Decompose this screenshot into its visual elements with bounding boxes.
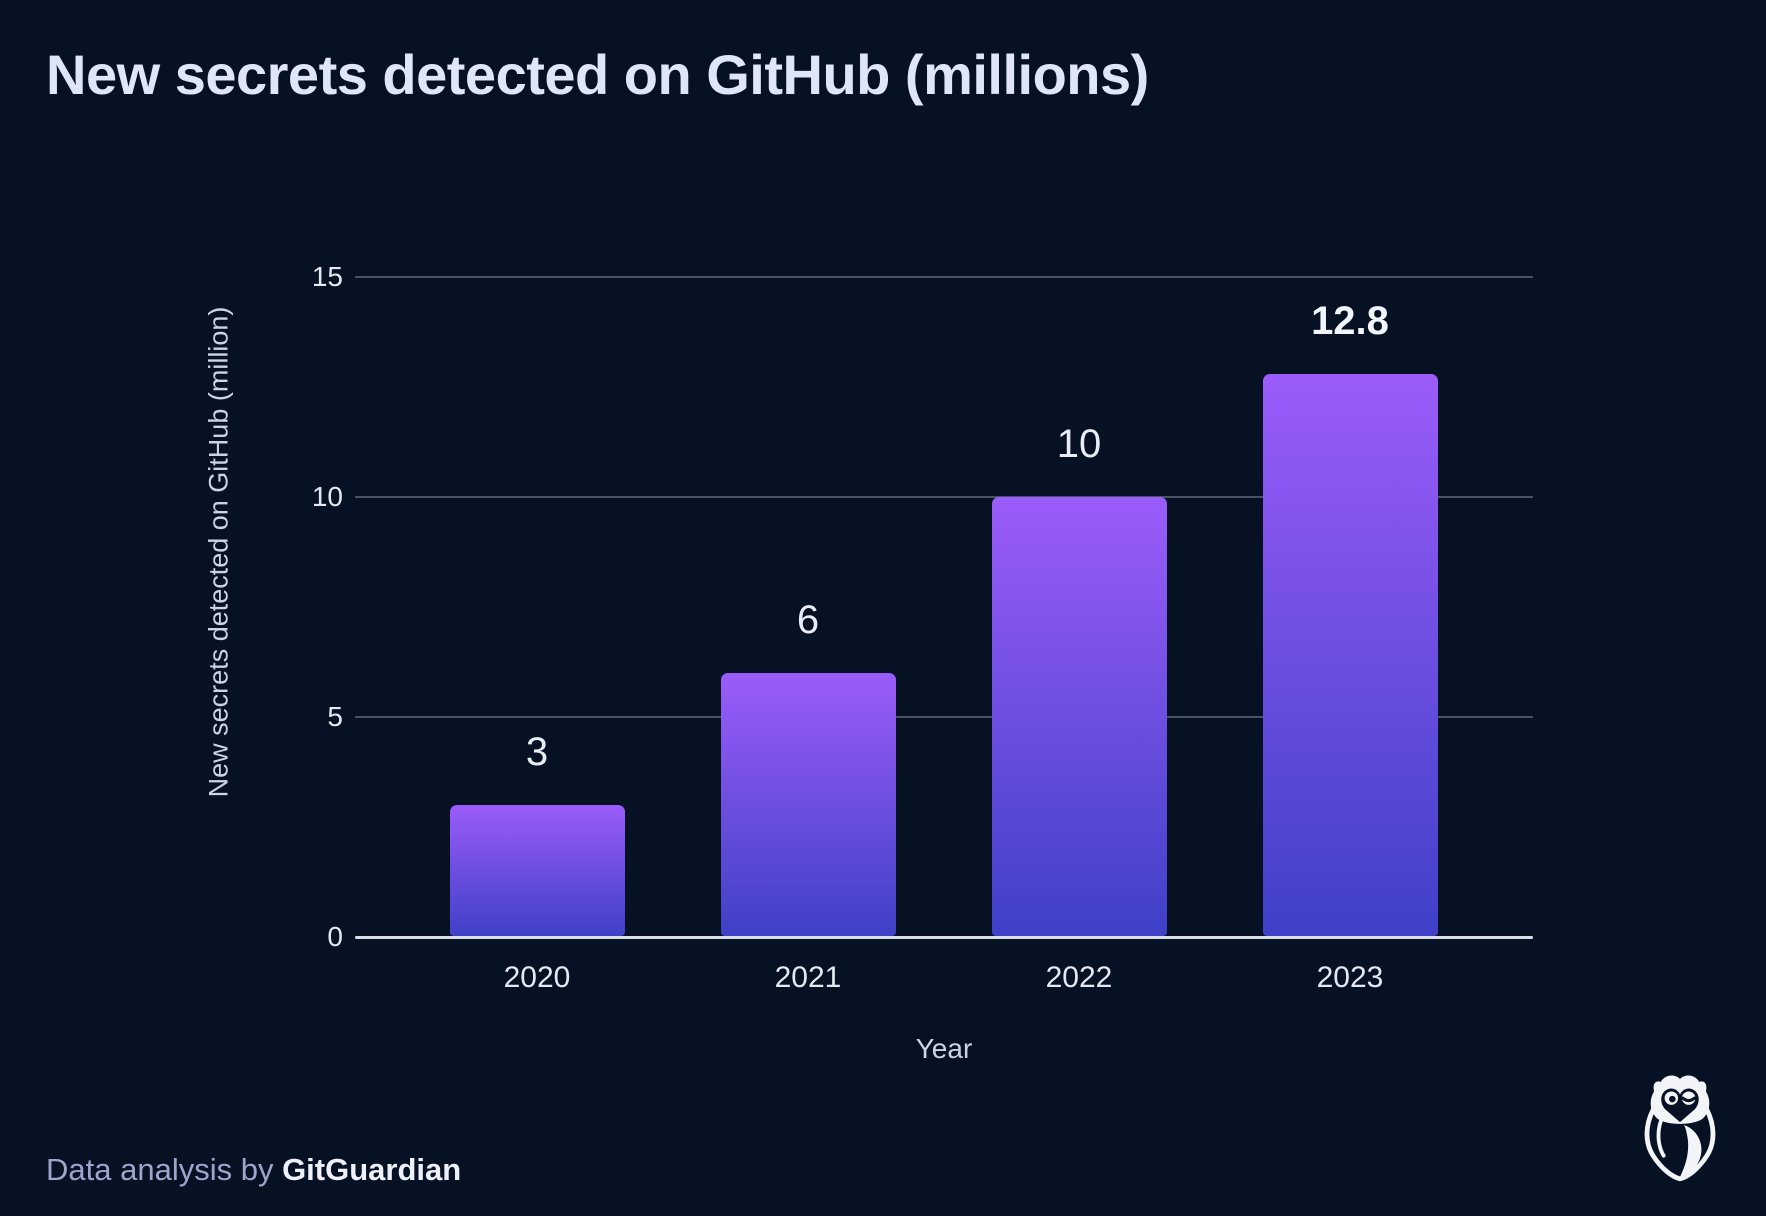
bar-2020 — [449, 805, 625, 936]
x-tick-label: 2023 — [1316, 961, 1384, 994]
footer-brand: GitGuardian — [282, 1152, 462, 1187]
y-tick-label: 0 — [327, 921, 343, 952]
y-gridline — [355, 716, 1533, 718]
footer-credit: Data analysis by GitGuardian — [46, 1152, 461, 1188]
x-tick-label: 2022 — [1045, 961, 1113, 994]
x-tick-label: 2020 — [503, 961, 571, 994]
y-gridline — [355, 496, 1533, 498]
x-axis-baseline — [355, 936, 1533, 939]
bar-2022 — [991, 497, 1167, 936]
bar-value-label: 3 — [525, 730, 549, 774]
bar-value-label: 12.8 — [1311, 298, 1389, 343]
footer-credit-prefix: Data analysis by — [46, 1152, 283, 1187]
y-tick-label: 15 — [311, 261, 343, 292]
y-tick-label: 5 — [327, 701, 343, 732]
x-tick-label: 2021 — [774, 961, 842, 994]
x-axis-title: Year — [915, 1033, 973, 1064]
y-gridline — [355, 276, 1533, 278]
bar-value-label: 10 — [1056, 422, 1102, 466]
y-tick-label: 10 — [311, 481, 343, 512]
gitguardian-owl-logo-icon — [1644, 1075, 1716, 1182]
bar-2021 — [720, 673, 896, 936]
bar-value-label: 6 — [796, 598, 820, 642]
chart-title: New secrets detected on GitHub (millions… — [46, 43, 1149, 106]
bar-2023 — [1262, 373, 1438, 936]
